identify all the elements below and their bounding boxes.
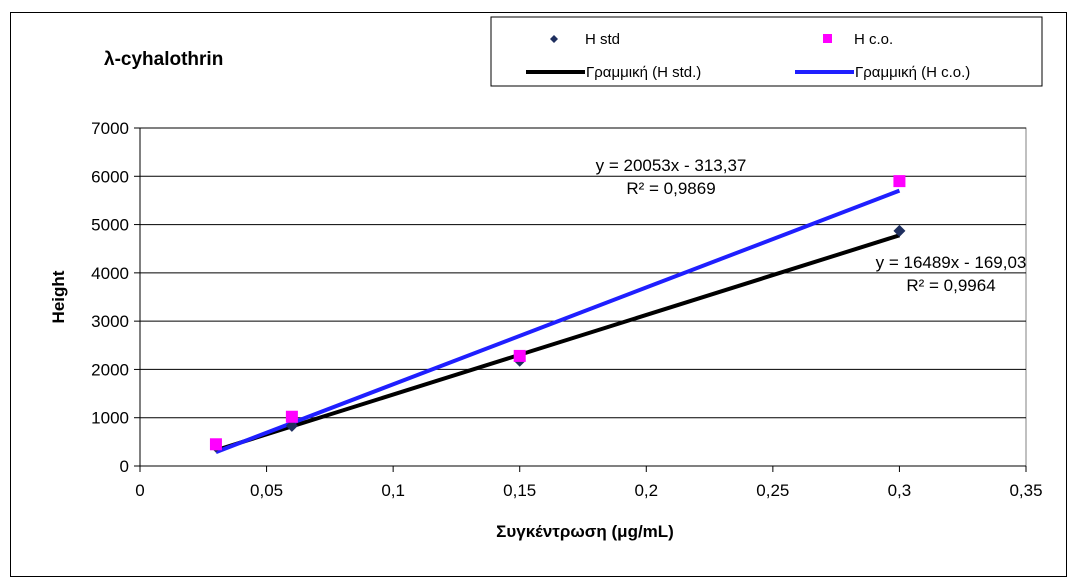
legend-label-h-co: H c.o. [854, 31, 893, 48]
x-tick-label: 0,35 [1009, 481, 1042, 500]
legend-label-trend-h-co: Γραμμική (H c.o.) [855, 64, 970, 81]
y-tick-label: 4000 [91, 264, 129, 283]
trendline-h-co [215, 188, 901, 454]
legend-marker-h-std [550, 35, 558, 43]
y-tick-label: 3000 [91, 312, 129, 331]
trendline-equation-h-co: y = 20053x - 313,37 [596, 156, 747, 175]
chart-frame: 0 1000 2000 3000 4000 5000 6000 7000 0 0,05 0,1 0,1… [10, 12, 1067, 577]
y-axis-title: Height [49, 270, 68, 323]
legend-label-trend-h-std: Γραμμική (H std.) [586, 64, 701, 81]
x-tick-label: 0,05 [250, 481, 283, 500]
y-tick-label: 5000 [91, 216, 129, 235]
legend: H std H c.o. Γραμμική (H std.) Γραμμική … [490, 16, 1043, 87]
trend-layer [215, 188, 901, 454]
axis-layer: 0 1000 2000 3000 4000 5000 6000 7000 0 0,05 0,1 0,1… [91, 119, 1042, 500]
x-tick-label: 0,2 [634, 481, 658, 500]
y-tick-label: 0 [120, 457, 129, 476]
x-tick-label: 0,15 [503, 481, 536, 500]
y-tick-label: 1000 [91, 409, 129, 428]
plot-area [139, 127, 1027, 467]
x-tick-label: 0,3 [888, 481, 912, 500]
legend-label-h-std: H std [585, 31, 620, 48]
y-tick-label: 2000 [91, 360, 129, 379]
x-axis-title: Συγκέντρωση (μg/mL) [496, 522, 674, 541]
data-point-h-co [513, 349, 526, 362]
chart-svg: 0 1000 2000 3000 4000 5000 6000 7000 0 0,05 0,1 0,1… [49, 16, 1043, 541]
data-point-h-co [285, 410, 298, 423]
trendline-r2-h-std: R² = 0,9964 [906, 276, 995, 295]
x-tick-label: 0 [135, 481, 144, 500]
marker-layer [209, 175, 906, 453]
chart-title: λ-cyhalothrin [104, 49, 223, 70]
x-tick-label: 0,25 [756, 481, 789, 500]
data-point-h-co [893, 175, 906, 188]
data-point-h-std [285, 419, 298, 432]
x-tick-label: 0,1 [381, 481, 405, 500]
data-point-h-co [209, 438, 222, 451]
grid-layer [140, 127, 1026, 419]
trendline-r2-h-co: R² = 0,9869 [626, 179, 715, 198]
trendline-h-std [215, 233, 901, 453]
y-tick-label: 6000 [91, 167, 129, 186]
legend-marker-h-co [823, 34, 832, 43]
legend-box [490, 16, 1043, 87]
y-tick-label: 7000 [91, 119, 129, 138]
trendline-equation-h-std: y = 16489x - 169,03 [876, 253, 1027, 272]
data-point-h-std [893, 224, 906, 237]
